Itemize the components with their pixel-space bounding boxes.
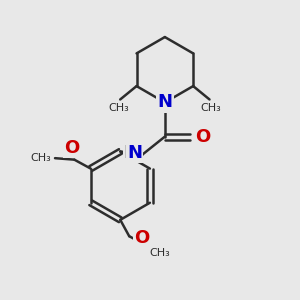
Text: CH₃: CH₃ [149, 248, 170, 258]
Text: CH₃: CH₃ [31, 153, 51, 163]
Text: O: O [196, 128, 211, 146]
Text: O: O [64, 139, 79, 157]
Text: H: H [124, 144, 136, 162]
Text: O: O [134, 229, 149, 247]
Text: N: N [158, 93, 172, 111]
Text: N: N [127, 144, 142, 162]
Text: CH₃: CH₃ [108, 103, 129, 113]
Text: CH₃: CH₃ [201, 103, 221, 113]
